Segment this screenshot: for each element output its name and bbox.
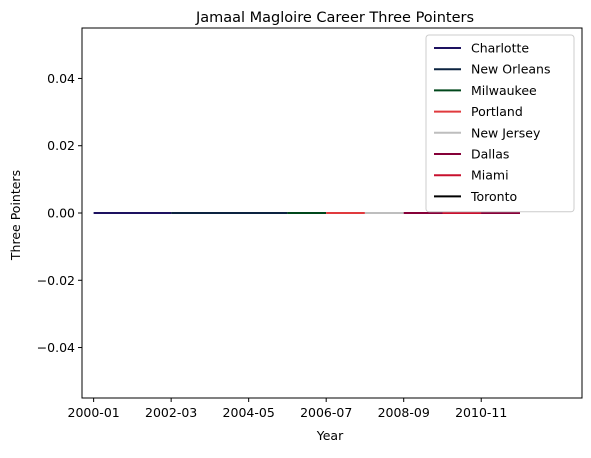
legend-label-3: Portland xyxy=(471,104,523,119)
legend-label-7: Toronto xyxy=(470,189,517,204)
y-tick-label-3: −0.02 xyxy=(37,273,75,288)
x-tick-label-3: 2006-07 xyxy=(300,405,352,420)
x-axis-label: Year xyxy=(316,428,344,443)
y-tick-label-2: 0.00 xyxy=(47,206,75,221)
legend: Charlotte New Orleans Milwaukee Portland New… xyxy=(425,34,575,213)
chart-title: Jamaal Magloire Career Three Pointers xyxy=(195,10,474,26)
x-tick-label-4: 2008-09 xyxy=(378,405,430,420)
legend-label-5: Dallas xyxy=(471,147,509,162)
legend-box xyxy=(425,34,575,213)
x-tick-label-0: 2000-01 xyxy=(68,405,120,420)
x-tick-label-2: 2004-05 xyxy=(223,405,275,420)
y-axis-label: Three Pointers xyxy=(8,170,23,261)
legend-label-0: Charlotte xyxy=(471,41,529,56)
y-tick-label-0: 0.04 xyxy=(47,71,75,86)
y-tick-label-1: 0.02 xyxy=(47,138,75,153)
x-tick-label-5: 2010-11 xyxy=(455,405,507,420)
legend-label-2: Milwaukee xyxy=(471,83,537,98)
x-tick-label-1: 2002-03 xyxy=(145,405,197,420)
y-tick-label-4: −0.04 xyxy=(37,340,75,355)
legend-label-6: Miami xyxy=(471,168,509,183)
legend-label-1: New Orleans xyxy=(471,62,550,77)
legend-label-4: New Jersey xyxy=(471,125,541,140)
